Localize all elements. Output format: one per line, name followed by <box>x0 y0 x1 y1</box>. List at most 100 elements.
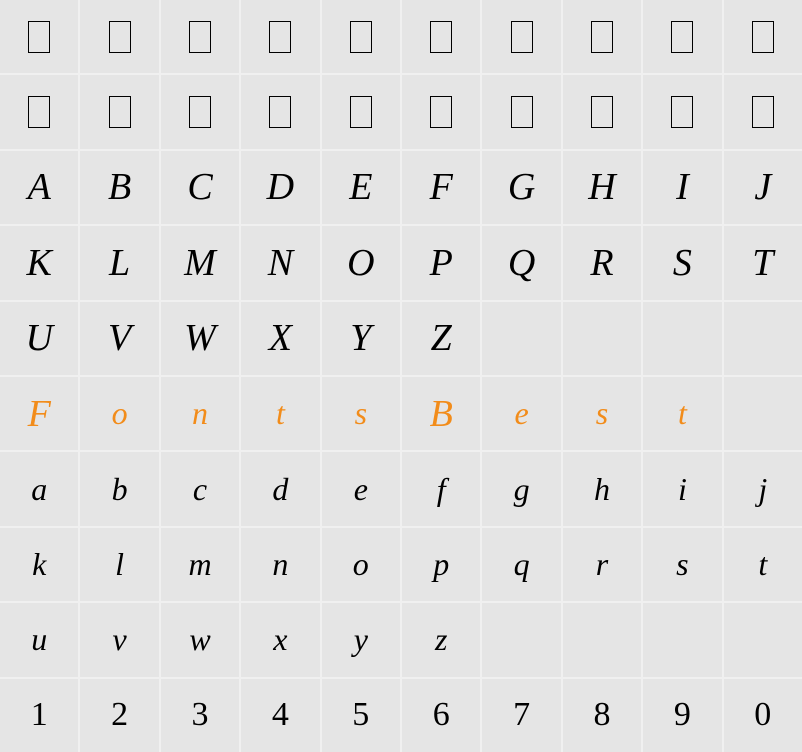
glyph-cell: j <box>724 452 802 525</box>
glyph-cell: 2 <box>80 679 158 752</box>
missing-glyph-box <box>563 0 641 73</box>
notdef-icon <box>189 21 211 53</box>
missing-glyph-box <box>80 0 158 73</box>
missing-glyph-box <box>241 75 319 148</box>
glyph-cell: x <box>241 603 319 676</box>
missing-glyph-box <box>643 75 721 148</box>
missing-glyph-box <box>482 75 560 148</box>
glyph-cell: G <box>482 151 560 224</box>
empty-cell <box>482 603 560 676</box>
notdef-icon <box>189 96 211 128</box>
notdef-icon <box>671 96 693 128</box>
missing-glyph-box <box>402 75 480 148</box>
empty-cell <box>563 302 641 375</box>
glyph-cell: k <box>0 528 78 601</box>
glyph-cell: d <box>241 452 319 525</box>
notdef-icon <box>269 21 291 53</box>
glyph-cell: X <box>241 302 319 375</box>
glyph-cell: J <box>724 151 802 224</box>
glyph-cell: 9 <box>643 679 721 752</box>
glyph-cell: o <box>80 377 158 450</box>
glyph-cell: s <box>322 377 400 450</box>
glyph-cell: y <box>322 603 400 676</box>
notdef-icon <box>511 96 533 128</box>
glyph-cell: O <box>322 226 400 299</box>
glyph-cell: e <box>482 377 560 450</box>
empty-cell <box>563 603 641 676</box>
glyph-cell: i <box>643 452 721 525</box>
glyph-cell: 3 <box>161 679 239 752</box>
glyph-cell: B <box>80 151 158 224</box>
glyph-cell: m <box>161 528 239 601</box>
missing-glyph-box <box>724 0 802 73</box>
glyph-cell: b <box>80 452 158 525</box>
empty-cell <box>643 603 721 676</box>
glyph-cell: T <box>724 226 802 299</box>
missing-glyph-box <box>161 0 239 73</box>
glyph-cell: t <box>643 377 721 450</box>
empty-cell <box>724 603 802 676</box>
glyph-cell: N <box>241 226 319 299</box>
glyph-cell: B <box>402 377 480 450</box>
glyph-cell: g <box>482 452 560 525</box>
glyph-cell: R <box>563 226 641 299</box>
empty-cell <box>724 302 802 375</box>
glyph-cell: n <box>161 377 239 450</box>
glyph-cell: 7 <box>482 679 560 752</box>
notdef-icon <box>350 21 372 53</box>
empty-cell <box>482 302 560 375</box>
glyph-cell: P <box>402 226 480 299</box>
missing-glyph-box <box>0 0 78 73</box>
glyph-cell: o <box>322 528 400 601</box>
notdef-icon <box>109 96 131 128</box>
missing-glyph-box <box>402 0 480 73</box>
notdef-icon <box>511 21 533 53</box>
glyph-cell: H <box>563 151 641 224</box>
glyph-cell: 4 <box>241 679 319 752</box>
glyph-cell: p <box>402 528 480 601</box>
glyph-cell: F <box>402 151 480 224</box>
notdef-icon <box>109 21 131 53</box>
glyph-cell: L <box>80 226 158 299</box>
missing-glyph-box <box>643 0 721 73</box>
notdef-icon <box>28 96 50 128</box>
missing-glyph-box <box>482 0 560 73</box>
glyph-cell: 1 <box>0 679 78 752</box>
glyph-cell: z <box>402 603 480 676</box>
glyph-cell: C <box>161 151 239 224</box>
notdef-icon <box>350 96 372 128</box>
glyph-cell: t <box>241 377 319 450</box>
missing-glyph-box <box>724 75 802 148</box>
glyph-cell: q <box>482 528 560 601</box>
missing-glyph-box <box>241 0 319 73</box>
glyph-cell: 6 <box>402 679 480 752</box>
glyph-cell: Z <box>402 302 480 375</box>
missing-glyph-box <box>161 75 239 148</box>
notdef-icon <box>752 96 774 128</box>
glyph-cell: D <box>241 151 319 224</box>
notdef-icon <box>591 21 613 53</box>
glyph-cell: n <box>241 528 319 601</box>
glyph-cell: u <box>0 603 78 676</box>
notdef-icon <box>28 21 50 53</box>
glyph-cell: A <box>0 151 78 224</box>
glyph-cell: F <box>0 377 78 450</box>
glyph-cell: I <box>643 151 721 224</box>
glyph-cell: Y <box>322 302 400 375</box>
notdef-icon <box>430 21 452 53</box>
notdef-icon <box>591 96 613 128</box>
notdef-icon <box>671 21 693 53</box>
glyph-cell: e <box>322 452 400 525</box>
glyph-cell: M <box>161 226 239 299</box>
missing-glyph-box <box>80 75 158 148</box>
glyph-cell: v <box>80 603 158 676</box>
glyph-cell: r <box>563 528 641 601</box>
glyph-cell: a <box>0 452 78 525</box>
glyph-cell: f <box>402 452 480 525</box>
glyph-cell: K <box>0 226 78 299</box>
missing-glyph-box <box>563 75 641 148</box>
glyph-cell: c <box>161 452 239 525</box>
empty-cell <box>643 302 721 375</box>
missing-glyph-box <box>0 75 78 148</box>
glyph-cell: V <box>80 302 158 375</box>
